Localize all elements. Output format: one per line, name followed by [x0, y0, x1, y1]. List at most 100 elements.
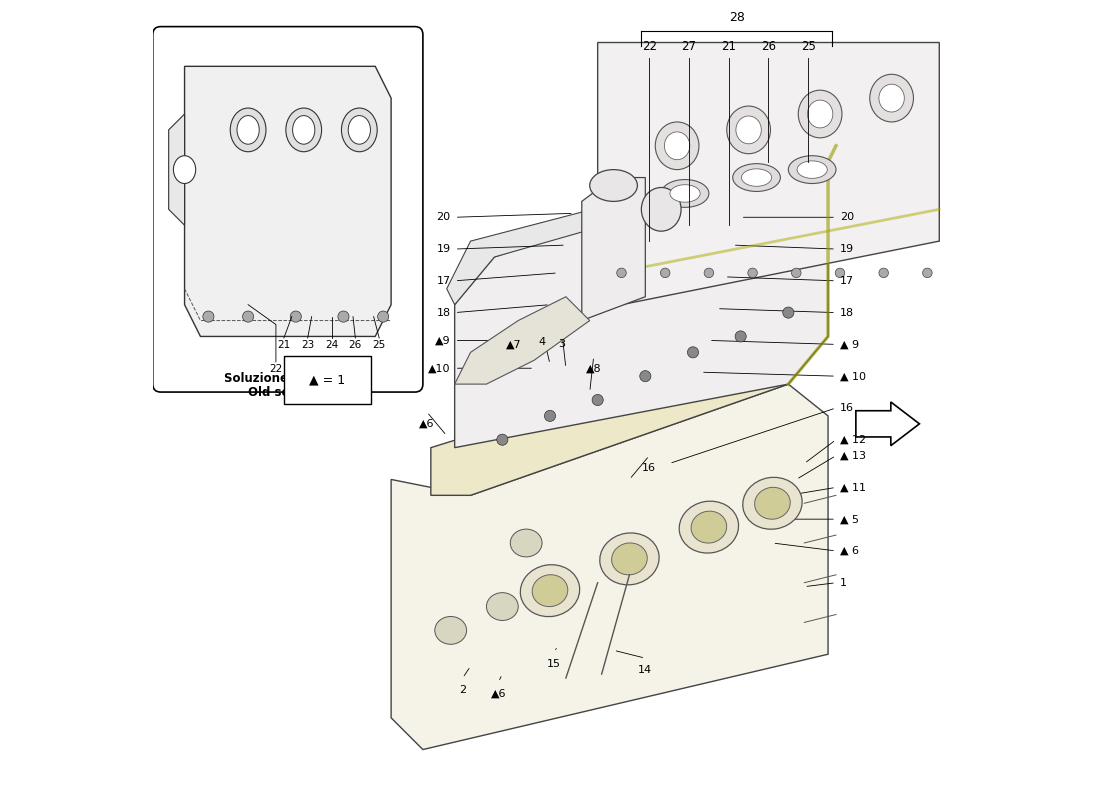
Text: 22: 22 [641, 40, 657, 53]
Text: ▲ 6: ▲ 6 [840, 546, 859, 556]
Ellipse shape [341, 108, 377, 152]
Text: ▲ 13: ▲ 13 [840, 450, 866, 461]
Text: 1: 1 [840, 578, 847, 588]
Ellipse shape [612, 543, 647, 575]
Ellipse shape [600, 533, 659, 585]
Text: 21: 21 [722, 40, 736, 53]
Polygon shape [392, 384, 828, 750]
Ellipse shape [679, 501, 738, 553]
Circle shape [704, 268, 714, 278]
Circle shape [748, 268, 758, 278]
Circle shape [783, 307, 794, 318]
Text: ▲ 5: ▲ 5 [840, 514, 859, 524]
Circle shape [544, 410, 556, 422]
Circle shape [879, 268, 889, 278]
Text: 14: 14 [638, 665, 652, 675]
Ellipse shape [434, 617, 466, 644]
Circle shape [735, 331, 746, 342]
Circle shape [202, 311, 215, 322]
Ellipse shape [807, 100, 833, 128]
Polygon shape [582, 178, 646, 321]
Text: 20: 20 [437, 212, 451, 222]
Circle shape [923, 268, 932, 278]
Text: 28: 28 [729, 11, 745, 24]
Text: 17: 17 [437, 276, 451, 286]
Text: 2: 2 [459, 685, 466, 695]
Text: ▲6: ▲6 [491, 689, 506, 699]
Text: ▲ 10: ▲ 10 [840, 371, 866, 381]
Text: 24: 24 [324, 341, 338, 350]
Ellipse shape [236, 115, 260, 144]
Circle shape [792, 268, 801, 278]
Text: 1985: 1985 [564, 538, 695, 611]
Ellipse shape [742, 478, 802, 530]
Text: ▲ 9: ▲ 9 [840, 339, 859, 350]
Circle shape [835, 268, 845, 278]
Text: ▲6: ▲6 [419, 419, 435, 429]
Text: 22: 22 [270, 364, 283, 374]
Text: 16: 16 [840, 403, 854, 413]
Text: 20: 20 [840, 212, 854, 222]
Polygon shape [168, 114, 185, 226]
Text: 25: 25 [373, 341, 386, 350]
Ellipse shape [293, 115, 315, 144]
Ellipse shape [755, 487, 790, 519]
Circle shape [497, 434, 508, 446]
Ellipse shape [789, 156, 836, 183]
Ellipse shape [590, 170, 637, 202]
Text: ▲ 12: ▲ 12 [840, 434, 866, 445]
Ellipse shape [879, 84, 904, 112]
Text: ▲7: ▲7 [506, 339, 522, 350]
Text: 26: 26 [349, 341, 362, 350]
FancyBboxPatch shape [284, 356, 372, 404]
Ellipse shape [799, 90, 842, 138]
Text: ▲10: ▲10 [428, 363, 451, 374]
Polygon shape [431, 337, 789, 495]
Text: euo
aparts: euo aparts [429, 408, 671, 550]
Text: ▲ 11: ▲ 11 [840, 482, 866, 492]
Ellipse shape [349, 115, 371, 144]
Text: ▲9: ▲9 [436, 335, 451, 346]
Text: ▲8: ▲8 [586, 363, 602, 374]
Circle shape [377, 311, 388, 322]
Ellipse shape [733, 164, 780, 191]
Text: Old solution: Old solution [248, 386, 328, 398]
Circle shape [688, 346, 698, 358]
Ellipse shape [656, 122, 699, 170]
Text: 19: 19 [840, 244, 854, 254]
Ellipse shape [286, 108, 321, 152]
Ellipse shape [727, 106, 770, 154]
Circle shape [617, 268, 626, 278]
FancyBboxPatch shape [153, 26, 422, 392]
Circle shape [338, 311, 349, 322]
Text: Soluzione superata: Soluzione superata [224, 372, 352, 385]
Text: 15: 15 [547, 658, 561, 669]
Ellipse shape [691, 511, 727, 543]
Text: 4: 4 [539, 337, 546, 347]
Ellipse shape [664, 132, 690, 160]
Text: 23: 23 [301, 341, 315, 350]
Circle shape [592, 394, 603, 406]
Polygon shape [447, 146, 836, 305]
Circle shape [243, 311, 254, 322]
Ellipse shape [520, 565, 580, 617]
Ellipse shape [670, 185, 701, 202]
Circle shape [660, 268, 670, 278]
Text: 18: 18 [437, 308, 451, 318]
Polygon shape [454, 297, 590, 384]
Ellipse shape [741, 169, 772, 186]
Ellipse shape [230, 108, 266, 152]
Text: 17: 17 [840, 276, 854, 286]
Polygon shape [185, 66, 392, 337]
Ellipse shape [641, 187, 681, 231]
Text: 26: 26 [761, 40, 776, 53]
Text: 25: 25 [801, 40, 815, 53]
Ellipse shape [510, 529, 542, 557]
Polygon shape [856, 402, 920, 446]
Polygon shape [454, 162, 828, 448]
Ellipse shape [870, 74, 913, 122]
Ellipse shape [661, 179, 708, 207]
Text: 3: 3 [559, 339, 565, 350]
Text: 27: 27 [682, 40, 696, 53]
Text: ▲ = 1: ▲ = 1 [309, 374, 345, 386]
